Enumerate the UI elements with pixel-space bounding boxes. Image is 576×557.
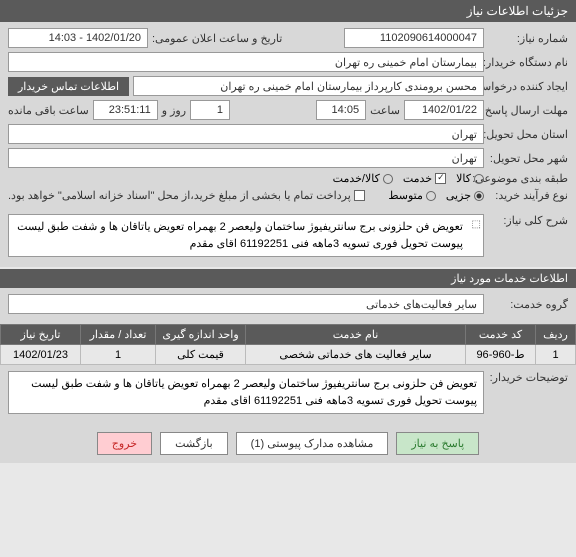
treasury-note-text: پرداخت تمام یا بخشی از مبلغ خرید،از محل …	[8, 189, 351, 202]
service-group-label: گروه خدمت:	[488, 298, 568, 311]
category-option-both[interactable]: کالا/خدمت	[333, 172, 393, 185]
days-remaining-field: 1	[190, 100, 230, 120]
radio-icon	[383, 174, 393, 184]
table-row[interactable]: 1 ط-960-96 سایر فعالیت های خدماتی شخصی ق…	[1, 345, 576, 365]
deadline-date-field: 1402/01/22	[404, 100, 484, 120]
radio-label: خدمت	[403, 172, 432, 185]
buyer-notes-box: تعویض فن حلزونی برج سانتریفیوژ ساختمان و…	[8, 371, 484, 414]
description-label: شرح کلی نیاز:	[488, 214, 568, 227]
checkbox-icon	[354, 190, 365, 201]
buyer-notes-label: توضیحات خریدار:	[488, 371, 568, 384]
cell-date: 1402/01/23	[1, 345, 81, 365]
radio-label: متوسط	[388, 189, 423, 202]
creator-field: محسن برومندی کارپرداز بیمارستان امام خمی…	[133, 76, 484, 96]
respond-button[interactable]: پاسخ به نیاز	[396, 432, 479, 455]
page-header: جزئیات اطلاعات نیاز	[0, 0, 576, 22]
cell-qty: 1	[81, 345, 156, 365]
radio-icon	[474, 174, 484, 184]
category-option-khedmat[interactable]: خدمت	[403, 172, 446, 185]
days-label: روز و	[162, 104, 186, 117]
services-table: ردیف کد خدمت نام خدمت واحد اندازه گیری ت…	[0, 324, 576, 365]
contact-buyer-button[interactable]: اطلاعات تماس خریدار	[8, 77, 129, 96]
cell-unit: قیمت کلی	[156, 345, 246, 365]
radio-label: کالا	[456, 172, 471, 185]
deadline-label: مهلت ارسال پاسخ: تا تاریخ:	[488, 104, 568, 117]
services-section-title: اطلاعات خدمات مورد نیاز	[0, 269, 576, 288]
th-date: تاریخ نیاز	[1, 325, 81, 345]
th-name: نام خدمت	[246, 325, 466, 345]
category-radio-group: کالا خدمت کالا/خدمت	[333, 172, 484, 185]
announce-date-field: 1402/01/20 - 14:03	[8, 28, 148, 48]
th-code: کد خدمت	[466, 325, 536, 345]
proc-type-medium[interactable]: متوسط	[388, 189, 436, 202]
deadline-time-field: 14:05	[316, 100, 366, 120]
cell-num: 1	[536, 345, 576, 365]
time-remaining-field: 23:51:11	[93, 100, 158, 120]
th-qty: تعداد / مقدار	[81, 325, 156, 345]
proc-type-label: نوع فرآیند خرید:	[488, 189, 568, 202]
proc-type-minor[interactable]: جزیی	[446, 189, 484, 202]
radio-icon	[474, 191, 484, 201]
checkbox-icon	[435, 173, 446, 184]
table-header-row: ردیف کد خدمت نام خدمت واحد اندازه گیری ت…	[1, 325, 576, 345]
radio-icon	[426, 191, 436, 201]
category-label: طبقه بندی موضوعی:	[488, 172, 568, 185]
city-field: تهران	[8, 148, 484, 168]
province-label: استان محل تحویل:	[488, 128, 568, 141]
page-title: جزئیات اطلاعات نیاز	[467, 4, 568, 18]
description-box: ⬚ تعویض فن حلزونی برج سانتریفیوژ ساختمان…	[8, 214, 484, 257]
cell-name: سایر فعالیت های خدماتی شخصی	[246, 345, 466, 365]
buyer-org-label: نام دستگاه خریدار:	[488, 56, 568, 69]
req-number-label: شماره نیاز:	[488, 32, 568, 45]
proc-type-radio-group: جزیی متوسط	[388, 189, 484, 202]
cell-code: ط-960-96	[466, 345, 536, 365]
expand-icon[interactable]: ⬚	[469, 217, 481, 232]
th-unit: واحد اندازه گیری	[156, 325, 246, 345]
creator-label: ایجاد کننده درخواست:	[488, 80, 568, 93]
buyer-org-field: بیمارستان امام خمینی ره تهران	[8, 52, 484, 72]
category-option-kala[interactable]: کالا	[456, 172, 484, 185]
remain-label: ساعت باقی مانده	[8, 104, 89, 117]
attachments-button[interactable]: مشاهده مدارک پیوستی (1)	[236, 432, 389, 455]
back-button[interactable]: بازگشت	[160, 432, 228, 455]
action-buttons-bar: پاسخ به نیاز مشاهده مدارک پیوستی (1) باز…	[0, 424, 576, 463]
buyer-notes-text: تعویض فن حلزونی برج سانتریفیوژ ساختمان و…	[31, 378, 477, 407]
exit-button[interactable]: خروج	[97, 432, 152, 455]
radio-label: کالا/خدمت	[333, 172, 380, 185]
form-container: شماره نیاز: 1102090614000047 تاریخ و ساع…	[0, 22, 576, 212]
time-label: ساعت	[370, 104, 400, 117]
radio-label: جزیی	[446, 189, 471, 202]
city-label: شهر محل تحویل:	[488, 152, 568, 165]
description-text: تعویض فن حلزونی برج سانتریفیوژ ساختمان و…	[15, 219, 477, 252]
treasury-note: پرداخت تمام یا بخشی از مبلغ خرید،از محل …	[8, 189, 365, 202]
th-num: ردیف	[536, 325, 576, 345]
announce-date-label: تاریخ و ساعت اعلان عمومی:	[152, 32, 282, 45]
province-field: تهران	[8, 124, 484, 144]
req-number-field: 1102090614000047	[344, 28, 484, 48]
service-group-field: سایر فعالیت‌های خدماتی	[8, 294, 484, 314]
